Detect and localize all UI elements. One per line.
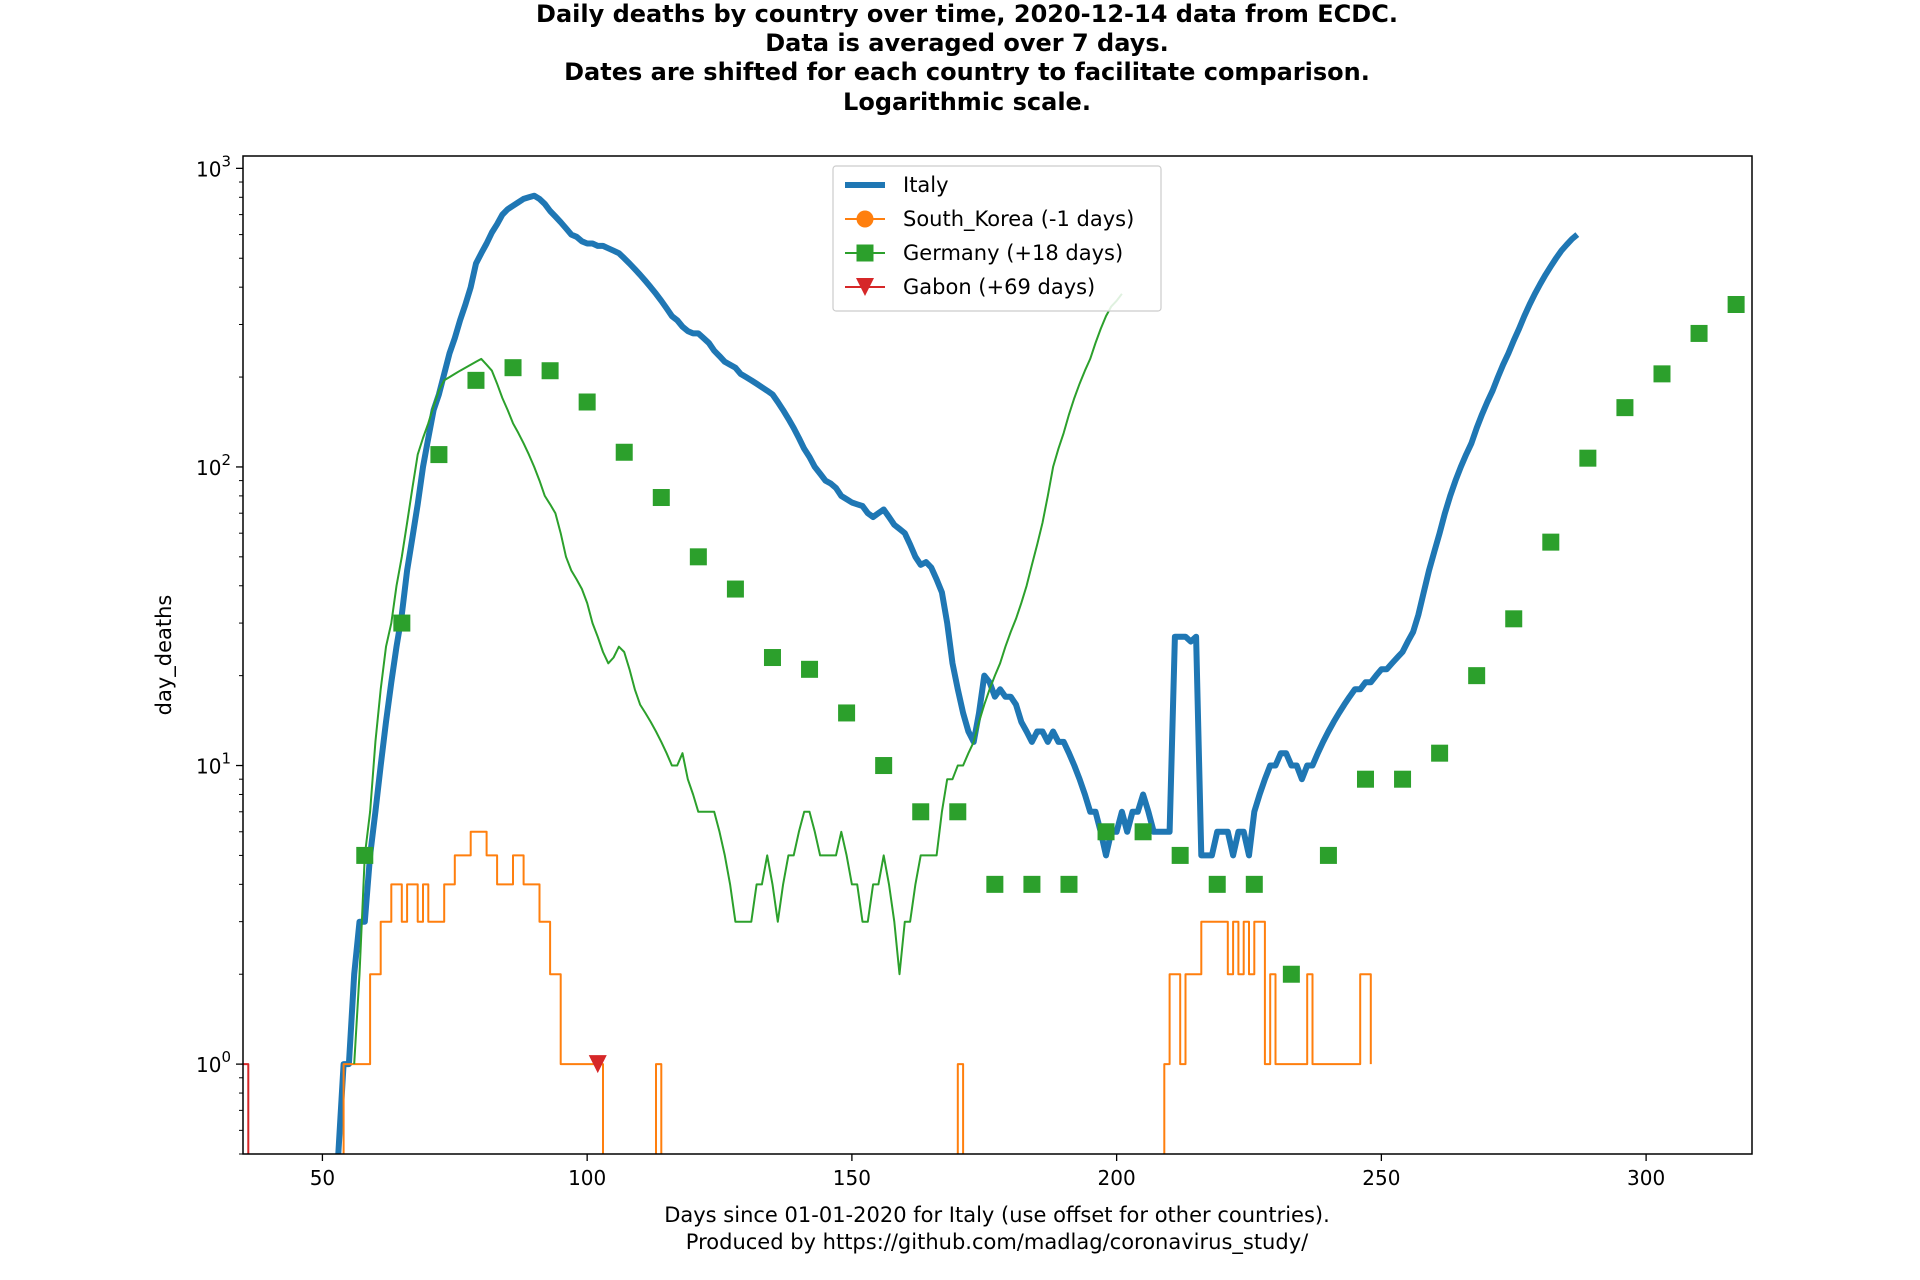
legend-swatch-marker-3: [856, 278, 874, 296]
title-line-2: Data is averaged over 7 days.: [765, 29, 1169, 57]
series-2-marker-16: [949, 803, 967, 821]
legend-item-0: Italy: [845, 173, 949, 197]
series-line-0: [335, 192, 1580, 1154]
series-2-marker-23: [1208, 875, 1226, 893]
series-2-marker-32: [1542, 533, 1560, 551]
y-axis: 100 101 102 103: [196, 152, 243, 1155]
series-2-marker-18: [1023, 875, 1041, 893]
legend-swatch-marker-1: [856, 210, 874, 228]
marker-layer: [356, 295, 1745, 1074]
series-2-marker-22: [1171, 846, 1189, 864]
title-line-3: Dates are shifted for each country to fa…: [564, 58, 1370, 86]
series-2-marker-36: [1690, 324, 1708, 342]
y-tick-label-1: 101: [196, 750, 231, 779]
x-tick-label-3: 200: [1098, 1166, 1136, 1190]
series-2-marker-9: [689, 548, 707, 566]
x-tick-label-1: 100: [568, 1166, 606, 1190]
x-axis-label: Days since 01-01-2020 for Italy (use off…: [664, 1203, 1330, 1255]
y-axis-label: day_deaths: [152, 595, 177, 716]
series-2-marker-15: [912, 803, 930, 821]
series-2-marker-10: [726, 580, 744, 598]
series-line-1: [342, 830, 1372, 1154]
series-2-marker-34: [1616, 399, 1634, 417]
legend-label-0: Italy: [903, 173, 949, 197]
series-2-marker-12: [801, 660, 819, 678]
legend-swatch-marker-2: [856, 244, 874, 262]
series-line-2: [353, 293, 1123, 1065]
series-2-marker-13: [838, 704, 856, 722]
series-2-marker-26: [1319, 846, 1337, 864]
title-line-1: Daily deaths by country over time, 2020-…: [536, 0, 1398, 28]
legend-label-1: South_Korea (-1 days): [903, 207, 1134, 232]
series-2-marker-31: [1505, 610, 1523, 628]
series-layer: [243, 192, 1580, 1154]
y-tick-label-0: 100: [196, 1048, 231, 1077]
series-2-marker-19: [1060, 875, 1078, 893]
x-axis: 50 100 150 200 250 300: [310, 1154, 1665, 1190]
series-3-marker-0: [588, 1055, 607, 1074]
x-tick-label-5: 300: [1627, 1166, 1665, 1190]
y-tick-label-3: 103: [196, 152, 231, 181]
series-2-marker-20: [1097, 823, 1115, 841]
legend-item-1: South_Korea (-1 days): [845, 207, 1134, 232]
series-2-marker-17: [986, 875, 1004, 893]
series-2-marker-30: [1468, 667, 1486, 685]
legend-label-3: Gabon (+69 days): [903, 275, 1095, 299]
series-2-marker-28: [1394, 770, 1412, 788]
legend-item-3: Gabon (+69 days): [845, 275, 1095, 299]
series-2-marker-5: [541, 362, 559, 380]
series-2-marker-27: [1356, 770, 1374, 788]
series-2-marker-11: [763, 649, 781, 667]
x-tick-label-0: 50: [310, 1166, 335, 1190]
series-2-marker-6: [578, 393, 596, 411]
x-axis-label-line-2: Produced by https://github.com/madlag/co…: [686, 1230, 1309, 1255]
legend: Italy South_Korea (-1 days) Germany (+18 d…: [832, 165, 1162, 312]
series-2-marker-3: [467, 371, 485, 389]
series-line-3: [243, 1063, 250, 1154]
series-2-marker-0: [356, 846, 374, 864]
title-line-4: Logarithmic scale.: [843, 88, 1091, 116]
series-2-marker-21: [1134, 823, 1152, 841]
x-axis-label-line-1: Days since 01-01-2020 for Italy (use off…: [664, 1203, 1330, 1227]
series-2-marker-24: [1245, 875, 1263, 893]
legend-box: [832, 165, 1162, 312]
series-2-marker-2: [430, 446, 448, 464]
series-2-marker-14: [875, 757, 893, 775]
chart-title: Daily deaths by country over time, 2020-…: [536, 0, 1398, 116]
series-2-marker-37: [1727, 295, 1745, 313]
legend-item-2: Germany (+18 days): [845, 241, 1123, 265]
series-2-marker-1: [393, 614, 411, 632]
series-2-marker-25: [1282, 965, 1300, 983]
series-2-marker-8: [652, 489, 670, 507]
series-2-marker-35: [1653, 365, 1671, 383]
y-tick-label-2: 102: [196, 451, 231, 480]
series-2-marker-4: [504, 359, 522, 377]
plot-frame: [242, 155, 1753, 1155]
x-tick-label-2: 150: [833, 1166, 871, 1190]
legend-label-2: Germany (+18 days): [903, 241, 1123, 265]
x-tick-label-4: 250: [1362, 1166, 1400, 1190]
series-2-marker-7: [615, 443, 633, 461]
series-2-marker-29: [1431, 744, 1449, 762]
series-2-marker-33: [1579, 449, 1597, 467]
